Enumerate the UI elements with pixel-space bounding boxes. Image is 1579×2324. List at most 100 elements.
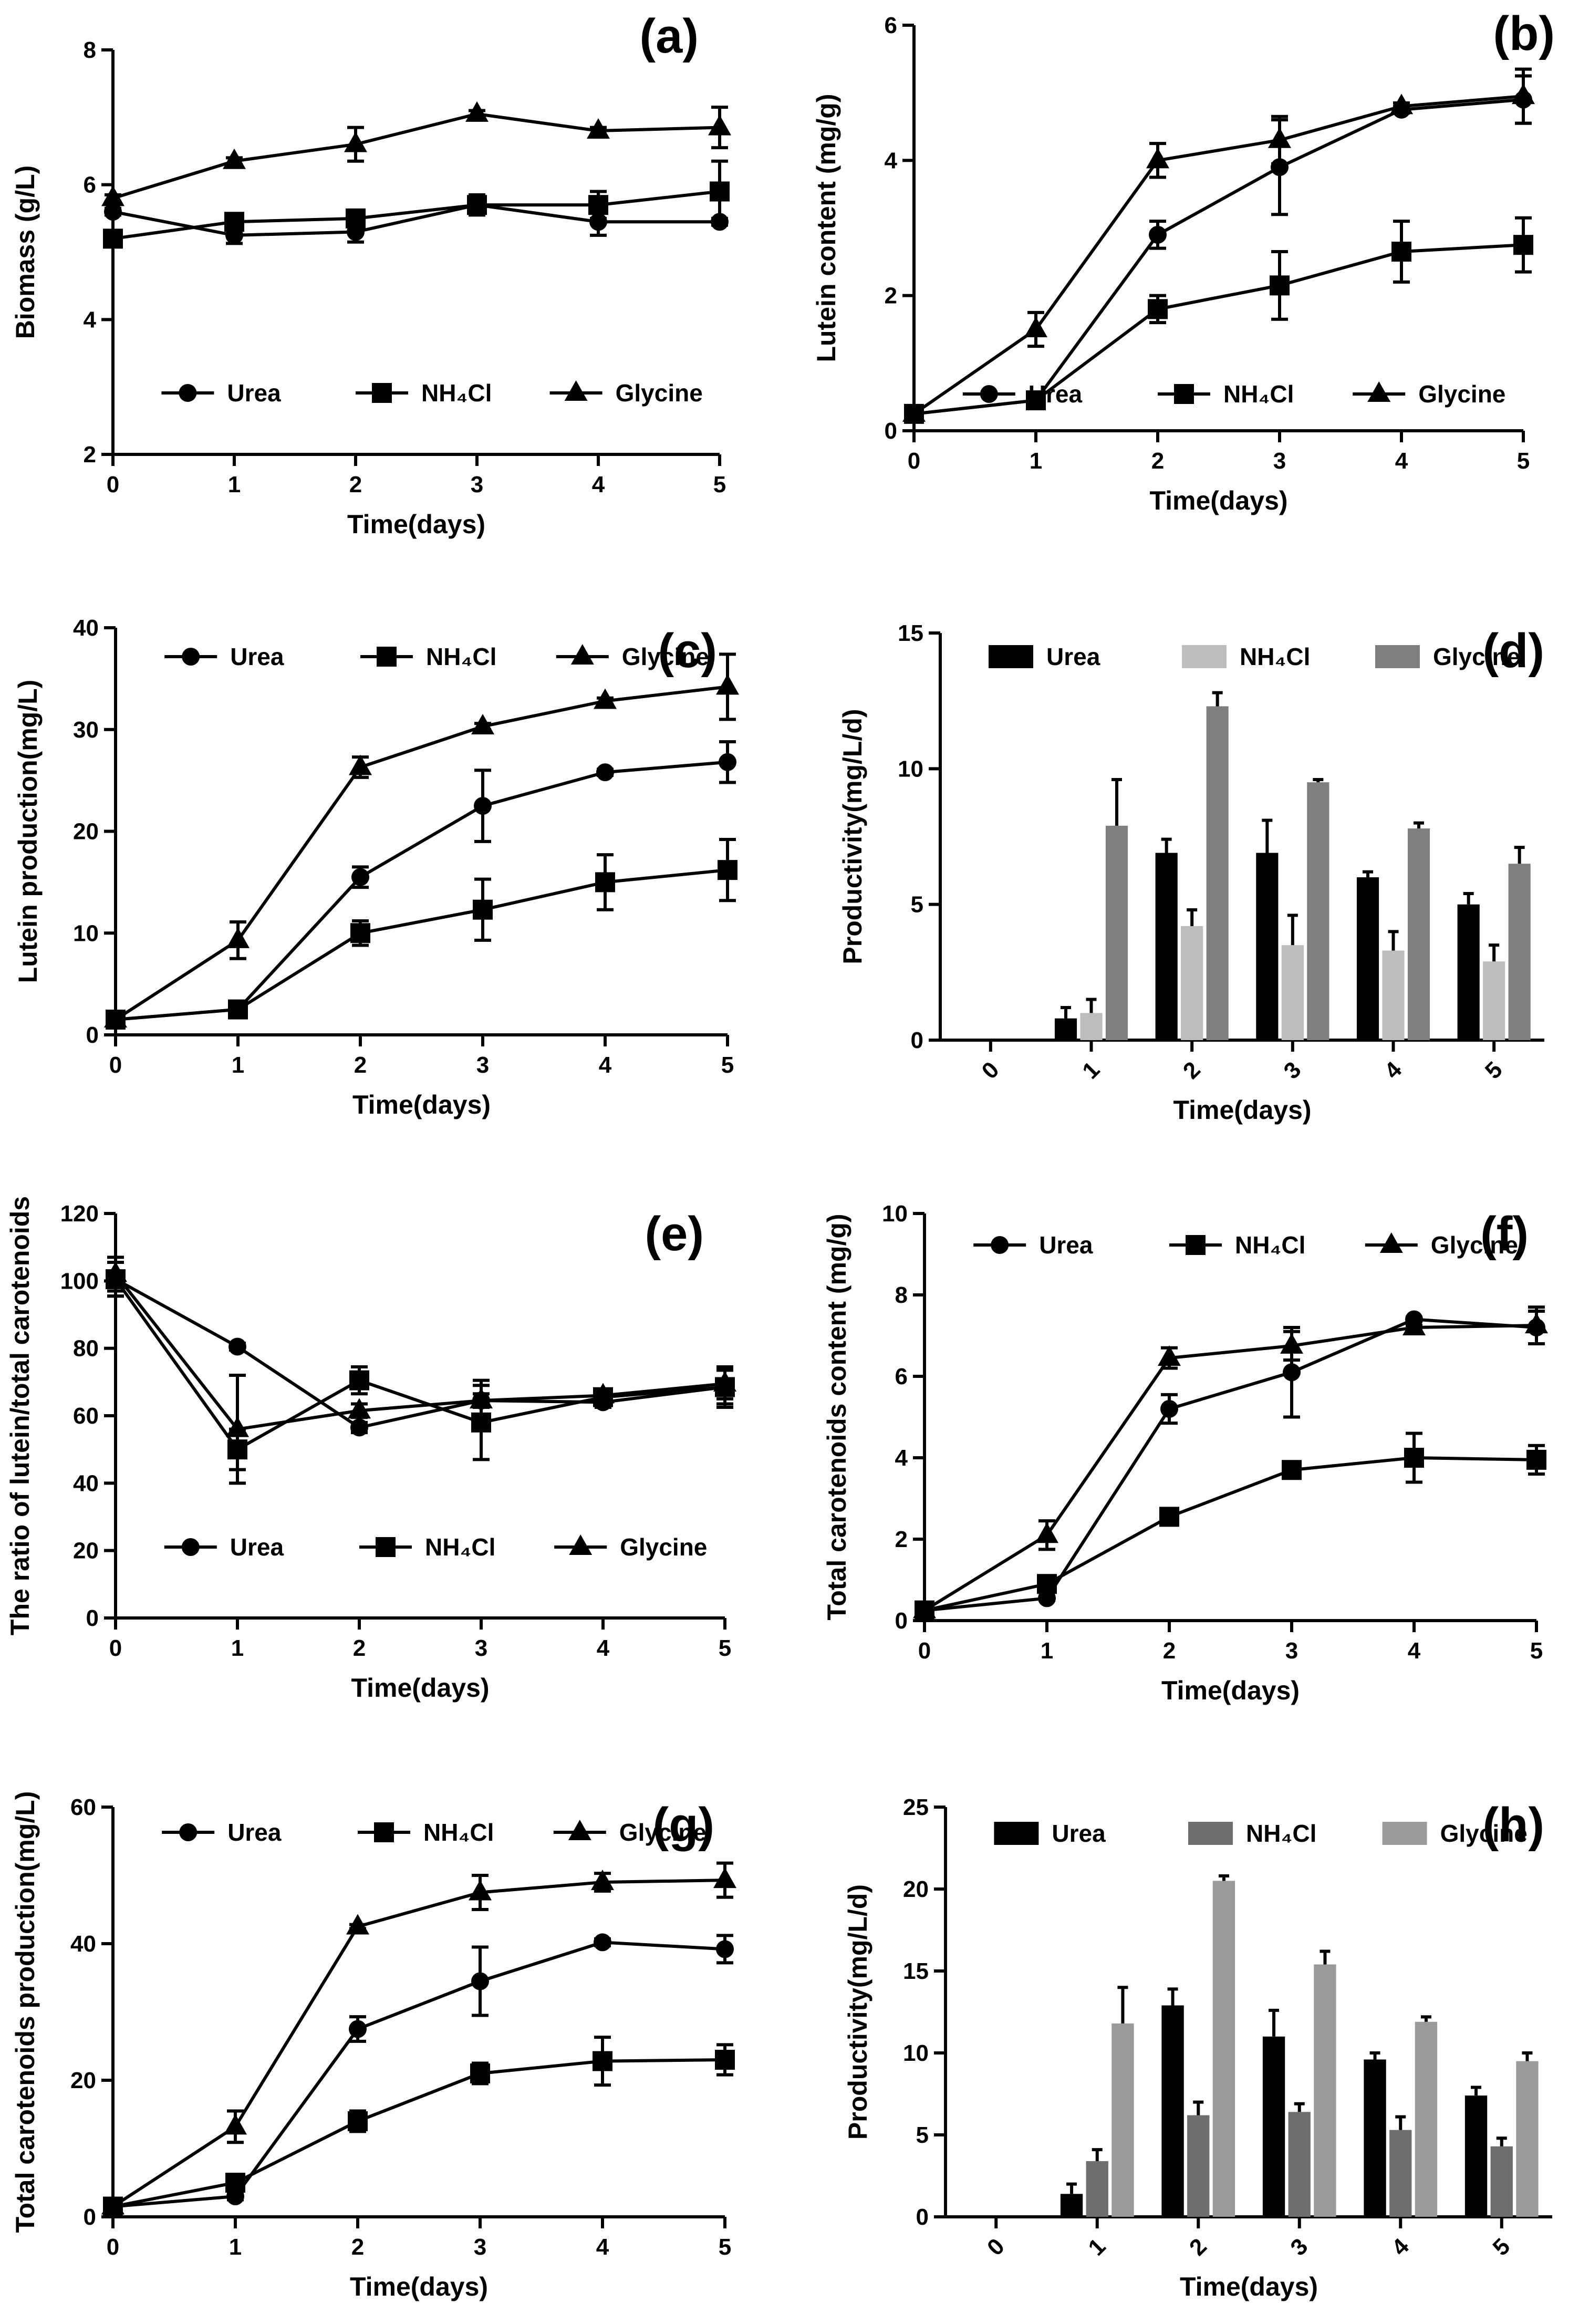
series-circle xyxy=(916,1310,1545,1620)
data-point xyxy=(1512,84,1535,105)
data-point xyxy=(713,1868,736,1889)
y-tick-label: 0 xyxy=(86,1605,99,1631)
series-line xyxy=(112,1879,725,2208)
legend-marker xyxy=(568,1820,591,1840)
x-tick-label: 1 xyxy=(231,1635,244,1661)
data-point xyxy=(469,1880,492,1901)
x-tick-label: 2 xyxy=(353,1635,366,1661)
bar xyxy=(1483,961,1505,1040)
legend-label: Glycine xyxy=(620,1533,707,1561)
y-tick-label: 6 xyxy=(885,13,897,38)
series-line xyxy=(112,112,720,200)
data-point xyxy=(596,763,614,782)
y-tick-label: 0 xyxy=(916,2204,929,2230)
series-square xyxy=(103,2036,735,2217)
legend-label: NH₄Cl xyxy=(425,1533,495,1561)
x-tick-label: 4 xyxy=(596,2234,609,2260)
x-tick-label: 4 xyxy=(597,1635,610,1661)
data-point xyxy=(715,2050,735,2070)
data-point xyxy=(1404,1448,1424,1468)
series-line xyxy=(112,203,720,237)
data-point xyxy=(1158,1345,1181,1366)
data-point xyxy=(591,1383,615,1404)
series-square xyxy=(106,838,737,1030)
bar xyxy=(1508,864,1531,1040)
data-point xyxy=(467,195,487,215)
series-line xyxy=(112,190,720,241)
data-point xyxy=(1282,1460,1302,1480)
legend-swatch xyxy=(1182,645,1227,668)
data-point xyxy=(1270,275,1290,296)
y-tick-label: 20 xyxy=(73,819,99,845)
y-axis-title: Biomass (g/L) xyxy=(11,165,40,339)
series-line xyxy=(112,1941,725,2208)
bar xyxy=(1364,2059,1386,2217)
data-point xyxy=(594,1933,611,1952)
x-tick-label: 2 xyxy=(1163,1638,1176,1664)
data-point xyxy=(101,185,124,206)
y-tick-label: 8 xyxy=(895,1282,908,1308)
bar xyxy=(1457,904,1480,1040)
legend-swatch xyxy=(1382,1822,1427,1845)
data-point xyxy=(1148,299,1168,319)
data-point xyxy=(346,208,366,229)
bar xyxy=(1389,2130,1412,2217)
y-tick-label: 40 xyxy=(73,1470,99,1496)
x-tick-label: 2 xyxy=(354,1052,367,1078)
data-point xyxy=(346,1914,369,1935)
x-tick-label: 2 xyxy=(1151,448,1164,474)
series-line xyxy=(114,1273,725,1431)
legend-label: Glycine xyxy=(616,379,703,407)
x-tick-label: 1 xyxy=(1030,448,1042,474)
legend-marker xyxy=(569,1534,593,1555)
series-line xyxy=(924,1456,1537,1612)
x-tick-label: 3 xyxy=(476,1052,489,1078)
x-tick-label: 1 xyxy=(1041,1638,1053,1664)
data-point xyxy=(1513,235,1533,255)
y-tick-label: 25 xyxy=(903,1794,929,1820)
data-point xyxy=(708,115,731,136)
data-point xyxy=(223,148,246,169)
x-tick-label: 3 xyxy=(475,1635,487,1661)
chart-panel-a: 2 4 6 8 Biomass (g/L) Time(days) (a) 0 1 2 3 4 5 Urea… xyxy=(11,9,731,539)
legend-label: NH₄Cl xyxy=(1240,643,1310,670)
data-point xyxy=(344,131,367,152)
bar xyxy=(1187,2115,1210,2217)
x-tick-label: 5 xyxy=(719,1635,731,1661)
x-tick-label: 4 xyxy=(599,1052,612,1078)
data-point xyxy=(593,2051,612,2071)
x-axis-title: Time(days) xyxy=(1180,2272,1318,2301)
bar xyxy=(1105,825,1128,1040)
legend-label: Glycine xyxy=(1418,380,1505,408)
x-tick-label: 3 xyxy=(471,472,483,497)
y-tick-label: 20 xyxy=(70,2068,96,2093)
bar xyxy=(1314,1964,1336,2217)
data-point xyxy=(465,101,489,122)
y-tick-label: 80 xyxy=(73,1336,99,1362)
panel-label: (a) xyxy=(640,9,699,63)
legend-label: NH₄Cl xyxy=(426,643,496,670)
y-tick-label: 10 xyxy=(73,920,99,946)
x-tick-label: 3 xyxy=(1273,448,1286,474)
legend: Urea NH₄Cl Glycine xyxy=(161,379,703,407)
bar xyxy=(1155,853,1178,1040)
data-point xyxy=(1159,1507,1179,1527)
data-point xyxy=(104,203,122,221)
series-square xyxy=(904,216,1533,424)
legend-swatch xyxy=(1188,1822,1233,1845)
data-point xyxy=(471,713,494,734)
data-point xyxy=(349,2020,367,2038)
bar xyxy=(1111,2023,1134,2217)
legend-marker xyxy=(372,383,392,403)
series-triangle xyxy=(101,1861,736,2215)
legend-label: Urea xyxy=(1052,1820,1106,1847)
data-point xyxy=(470,2063,490,2083)
data-point xyxy=(224,212,244,232)
y-tick-label: 10 xyxy=(903,2040,929,2066)
legend-swatch xyxy=(989,645,1033,668)
data-point xyxy=(1526,1449,1546,1470)
x-axis-title: Time(days) xyxy=(347,510,485,539)
legend-marker xyxy=(1367,381,1391,402)
data-point xyxy=(1283,1363,1301,1382)
